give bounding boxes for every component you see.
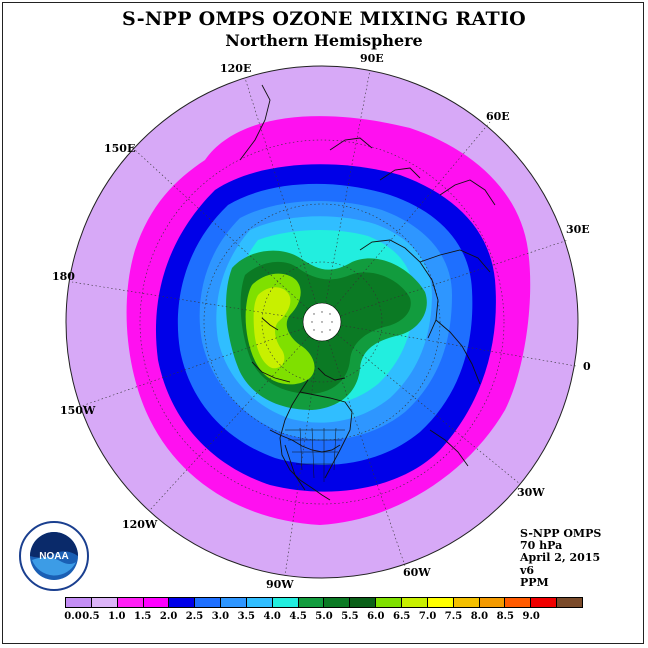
metadata-panel: S-NPP OMPS 70 hPa April 2, 2015 v6 PPM — [520, 527, 602, 589]
color-scale-tick-label: 2.5 — [185, 611, 204, 622]
color-scale-tick-label: 7.0 — [418, 611, 437, 622]
lon-label-0: 0 — [583, 360, 591, 373]
color-scale-cell — [221, 598, 247, 607]
lon-label-30w: 30W — [517, 486, 545, 499]
color-scale-tick-label: 1.5 — [133, 611, 152, 622]
color-scale-cell — [246, 598, 273, 607]
color-scale-cell — [91, 598, 118, 607]
color-scale-cell — [427, 598, 454, 607]
color-scale-cell — [505, 598, 532, 607]
color-scale-cell — [324, 598, 351, 607]
lon-label-120w: 120W — [122, 518, 158, 531]
lon-label-150e: 150E — [104, 142, 135, 155]
lon-label-30e: 30E — [566, 223, 590, 236]
color-scale-tick-label: 4.5 — [289, 611, 307, 622]
color-scale-cell — [531, 598, 558, 607]
state-borders — [285, 427, 345, 482]
date-label: April 2, 2015 — [520, 551, 601, 565]
color-scale-cell — [479, 598, 506, 607]
longitude-labels: 90E 60E 30E 0 30W 60W 90W 120W 150W 180 … — [52, 52, 591, 591]
color-scale-tick-label: 5.0 — [315, 611, 333, 622]
version-label: v6 — [520, 563, 535, 577]
color-scale-cell — [272, 598, 299, 607]
map-subtitle: Northern Hemisphere — [225, 31, 423, 50]
pressure-label: 70 hPa — [520, 539, 563, 553]
color-scale-cell — [143, 598, 170, 607]
color-scale-tick-label: 2.0 — [159, 611, 178, 622]
color-scale-tick-label: 6.5 — [392, 611, 411, 622]
color-scale-cell — [169, 598, 196, 607]
color-scale-ticks: 0.0 0.5 1.0 1.5 2.0 2.5 3.0 3.5 4.0 4.5 5.0 5.5 6.0 6… — [64, 611, 583, 625]
map-title: S-NPP OMPS OZONE MIXING RATIO — [121, 8, 527, 30]
color-scale-tick-label: 7.5 — [444, 611, 463, 622]
instrument-label: S-NPP OMPS — [520, 527, 602, 540]
color-scale-cell — [66, 598, 92, 607]
color-scale-tick-label: 4.0 — [263, 611, 281, 622]
color-scale-tick-label: 6.0 — [367, 611, 385, 622]
lon-label-120e: 120E — [220, 62, 251, 75]
lon-label-180: 180 — [52, 270, 75, 283]
color-scale-bar — [65, 597, 583, 608]
color-scale-tick-label: 0.5 — [82, 611, 100, 622]
lon-label-150w: 150W — [60, 404, 96, 417]
color-scale-cell — [401, 598, 428, 607]
color-scale-tick-label: 3.5 — [237, 611, 255, 622]
color-scale-tick-label: 5.5 — [341, 611, 359, 622]
color-scale-cell — [376, 598, 402, 607]
color-scale-tick-label: 3.0 — [211, 611, 230, 622]
color-scale-tick-label: 1.0 — [108, 611, 126, 622]
lon-label-60w: 60W — [403, 566, 431, 579]
lon-label-60e: 60E — [486, 110, 510, 123]
lon-label-90w: 90W — [266, 578, 294, 591]
polar-gap-dots — [311, 311, 333, 333]
level-5.5-fill — [253, 287, 291, 369]
units-label: PPM — [520, 575, 549, 589]
color-scale-tick-label: 9.0 — [522, 611, 540, 622]
color-scale-cell — [350, 598, 377, 607]
color-scale-tick-label: 0.0 — [64, 611, 82, 622]
color-scale-cell — [453, 598, 480, 607]
globe-boundary — [65, 65, 579, 579]
color-scale-tick-label: 8.0 — [470, 611, 489, 622]
color-scale-cell — [298, 598, 325, 607]
color-scale-cell — [195, 598, 222, 607]
color-scale-cell — [117, 598, 144, 607]
ozone-contours — [66, 66, 578, 578]
noaa-logo-text: NOAA — [39, 551, 68, 562]
color-scale-tick-label: 8.5 — [496, 611, 514, 622]
color-scale-cell — [557, 598, 582, 607]
lon-label-90e: 90E — [360, 52, 384, 65]
noaa-logo-icon: NOAA — [18, 520, 90, 592]
